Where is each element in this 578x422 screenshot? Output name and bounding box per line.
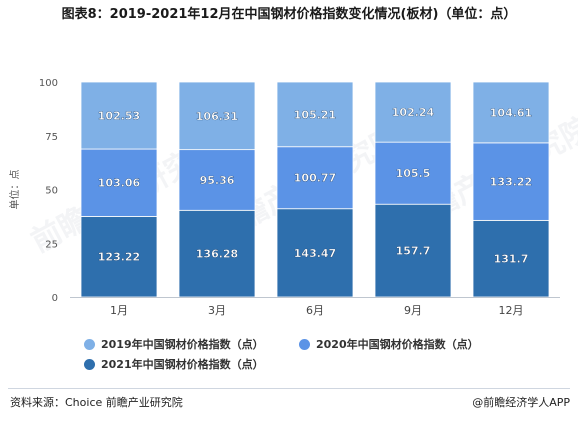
y-axis-label: 单位：点 (8, 170, 21, 210)
y-tick-label: 75 (45, 132, 58, 143)
data-label: 104.61 (490, 106, 532, 119)
data-label: 136.28 (196, 248, 238, 261)
x-axis: 1月 3月 6月 9月 12月 (70, 297, 560, 317)
legend-item-2020: 2020年中国钢材价格指数（点） (299, 336, 514, 352)
data-label: 100.77 (294, 172, 336, 185)
x-tick-label: 1月 (110, 304, 128, 317)
data-label: 123.22 (98, 251, 140, 264)
bar-segment (472, 219, 550, 298)
bar-segment (276, 208, 354, 298)
bars: 123.22 103.06 102.53 136.28 95.36 106.31 143.4… (80, 81, 550, 298)
brand-credit: @前瞻经济学人APP (472, 396, 570, 409)
x-tick-label: 9月 (404, 304, 422, 317)
y-tick-label: 100 (39, 78, 58, 89)
legend: 2019年中国钢材价格指数（点） 2020年中国钢材价格指数（点） 2021年中… (84, 334, 524, 374)
x-tick-label: 12月 (499, 304, 524, 317)
y-tick-label: 50 (45, 186, 58, 197)
legend-label-2020: 2020年中国钢材价格指数（点） (316, 338, 479, 351)
y-tick-label: 25 (45, 239, 58, 250)
data-label: 143.47 (294, 247, 336, 260)
legend-label-2019: 2019年中国钢材价格指数（点） (101, 338, 264, 351)
bar-segment (80, 216, 158, 298)
data-label: 157.7 (396, 245, 431, 258)
bar-segment (80, 81, 158, 150)
data-label: 131.7 (494, 253, 529, 266)
legend-label-2021: 2021年中国钢材价格指数（点） (101, 358, 264, 371)
data-label: 103.06 (98, 177, 141, 190)
data-label: 102.24 (392, 106, 435, 119)
bar-segment (472, 142, 550, 221)
x-tick-label: 3月 (208, 304, 226, 317)
x-tick-label: 6月 (306, 304, 324, 317)
stacked-bar-chart: 0 25 50 75 100 单位：点 123.22 103.06 102.53 136.28 9… (8, 78, 560, 317)
y-tick-label: 0 (52, 293, 58, 304)
bar-segment (276, 146, 354, 210)
bar-segment (472, 81, 550, 144)
bar-segment (178, 209, 256, 298)
data-label: 106.31 (196, 110, 238, 123)
data-label: 105.21 (294, 108, 336, 121)
data-label: 102.53 (98, 110, 140, 123)
bar-segment (178, 81, 256, 151)
y-axis: 0 25 50 75 100 单位：点 (8, 78, 58, 304)
legend-dot-2021 (84, 358, 95, 370)
bar-segment (374, 141, 452, 205)
legend-dot-2019 (84, 338, 95, 350)
data-label: 95.36 (200, 174, 235, 187)
footer-divider (8, 388, 570, 389)
chart-title: 图表8：2019-2021年12月在中国钢材价格指数变化情况(板材)（单位：点） (61, 7, 517, 22)
bar-segment (80, 148, 158, 217)
data-label: 105.5 (396, 167, 431, 180)
source-note: 资料来源：Choice 前瞻产业研究院 (10, 396, 183, 409)
data-label: 133.22 (490, 176, 532, 189)
legend-item-2021: 2021年中国钢材价格指数（点） (84, 356, 299, 372)
legend-dot-2020 (299, 338, 310, 350)
bar-segment (276, 81, 354, 148)
legend-item-2019: 2019年中国钢材价格指数（点） (84, 336, 299, 352)
bar-segment (374, 81, 452, 143)
